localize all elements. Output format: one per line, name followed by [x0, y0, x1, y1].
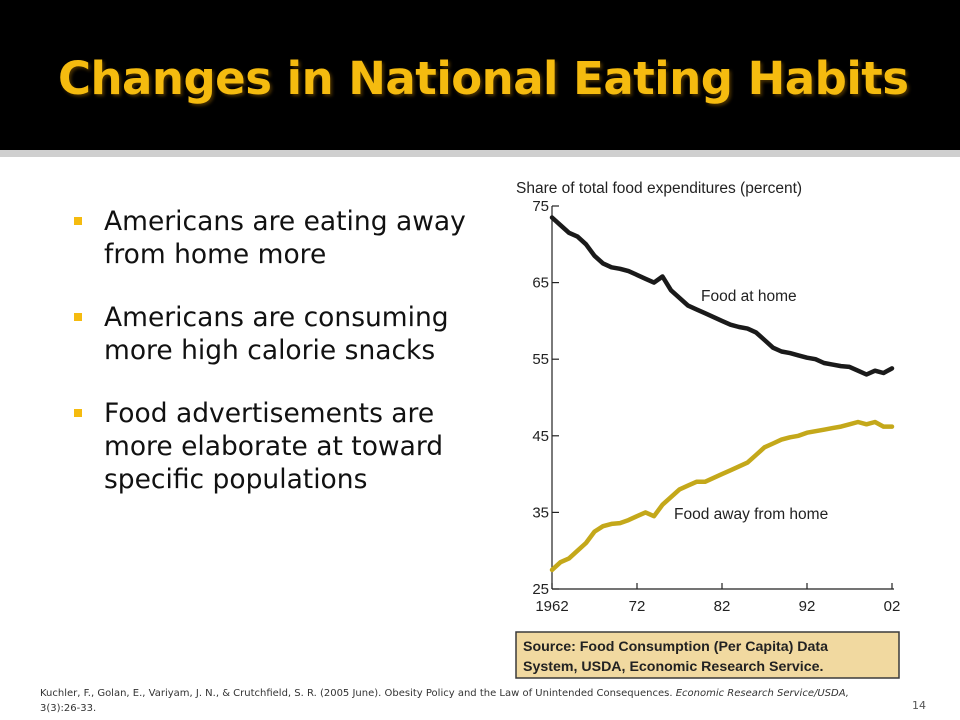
square-bullet-icon — [74, 217, 82, 225]
x-tick-label: 92 — [799, 598, 816, 615]
title-bar: Changes in National Eating Habits — [0, 0, 960, 150]
bullet-list: Americans are eating away from home more… — [72, 205, 472, 526]
square-bullet-icon — [74, 409, 82, 417]
x-axis-ticks: 1962 72 82 92 02 — [535, 583, 900, 615]
slide-title: Changes in National Eating Habits — [58, 52, 909, 105]
y-tick-label: 45 — [532, 428, 549, 445]
bullet-text: Americans are consuming more high calori… — [104, 302, 449, 366]
y-tick-label: 55 — [532, 351, 549, 368]
x-tick-label: 02 — [884, 598, 901, 615]
bullet-item: Food advertisements are more elaborate a… — [72, 397, 472, 496]
citation: Kuchler, F., Golan, E., Variyam, J. N., … — [40, 686, 860, 716]
y-axis-ticks: 25 35 45 55 65 75 — [532, 198, 559, 598]
series-line-food-away-from-home — [549, 419, 895, 573]
x-tick-label: 72 — [629, 598, 646, 615]
citation-main: Kuchler, F., Golan, E., Variyam, J. N., … — [40, 688, 676, 699]
source-text-line-1: Source: Food Consumption (Per Capita) Da… — [523, 639, 828, 655]
x-tick-label: 82 — [714, 598, 731, 615]
source-box — [515, 631, 900, 679]
bullet-item: Americans are eating away from home more — [72, 205, 472, 271]
citation-tail: 3(3):26-33. — [40, 703, 97, 714]
annotation-food-away-from-home: Food away from home — [674, 506, 828, 523]
source-text: Source: Food Consumption (Per Capita) Da… — [523, 639, 832, 675]
annotation-food-at-home: Food at home — [701, 288, 797, 305]
bullet-text: Food advertisements are more elaborate a… — [104, 398, 444, 495]
y-tick-label: 25 — [532, 581, 549, 598]
series-line-food-at-home — [549, 215, 895, 377]
square-bullet-icon — [74, 313, 82, 321]
source-text-line-2: System, USDA, Economic Research Service. — [523, 659, 823, 675]
bullet-item: Americans are consuming more high calori… — [72, 301, 472, 367]
slide-number: 14 — [912, 699, 926, 712]
y-tick-label: 75 — [532, 198, 549, 215]
bullet-text: Americans are eating away from home more — [104, 206, 466, 270]
y-tick-label: 65 — [532, 275, 549, 292]
chart-title: Share of total food expenditures (percen… — [516, 180, 802, 197]
citation-journal: Economic Research Service/USDA, — [675, 688, 849, 699]
y-tick-label: 35 — [532, 504, 549, 521]
slide-content: Americans are eating away from home more… — [0, 150, 960, 720]
x-tick-label: 1962 — [535, 598, 568, 615]
food-expenditure-chart: Share of total food expenditures (percen… — [515, 180, 900, 679]
